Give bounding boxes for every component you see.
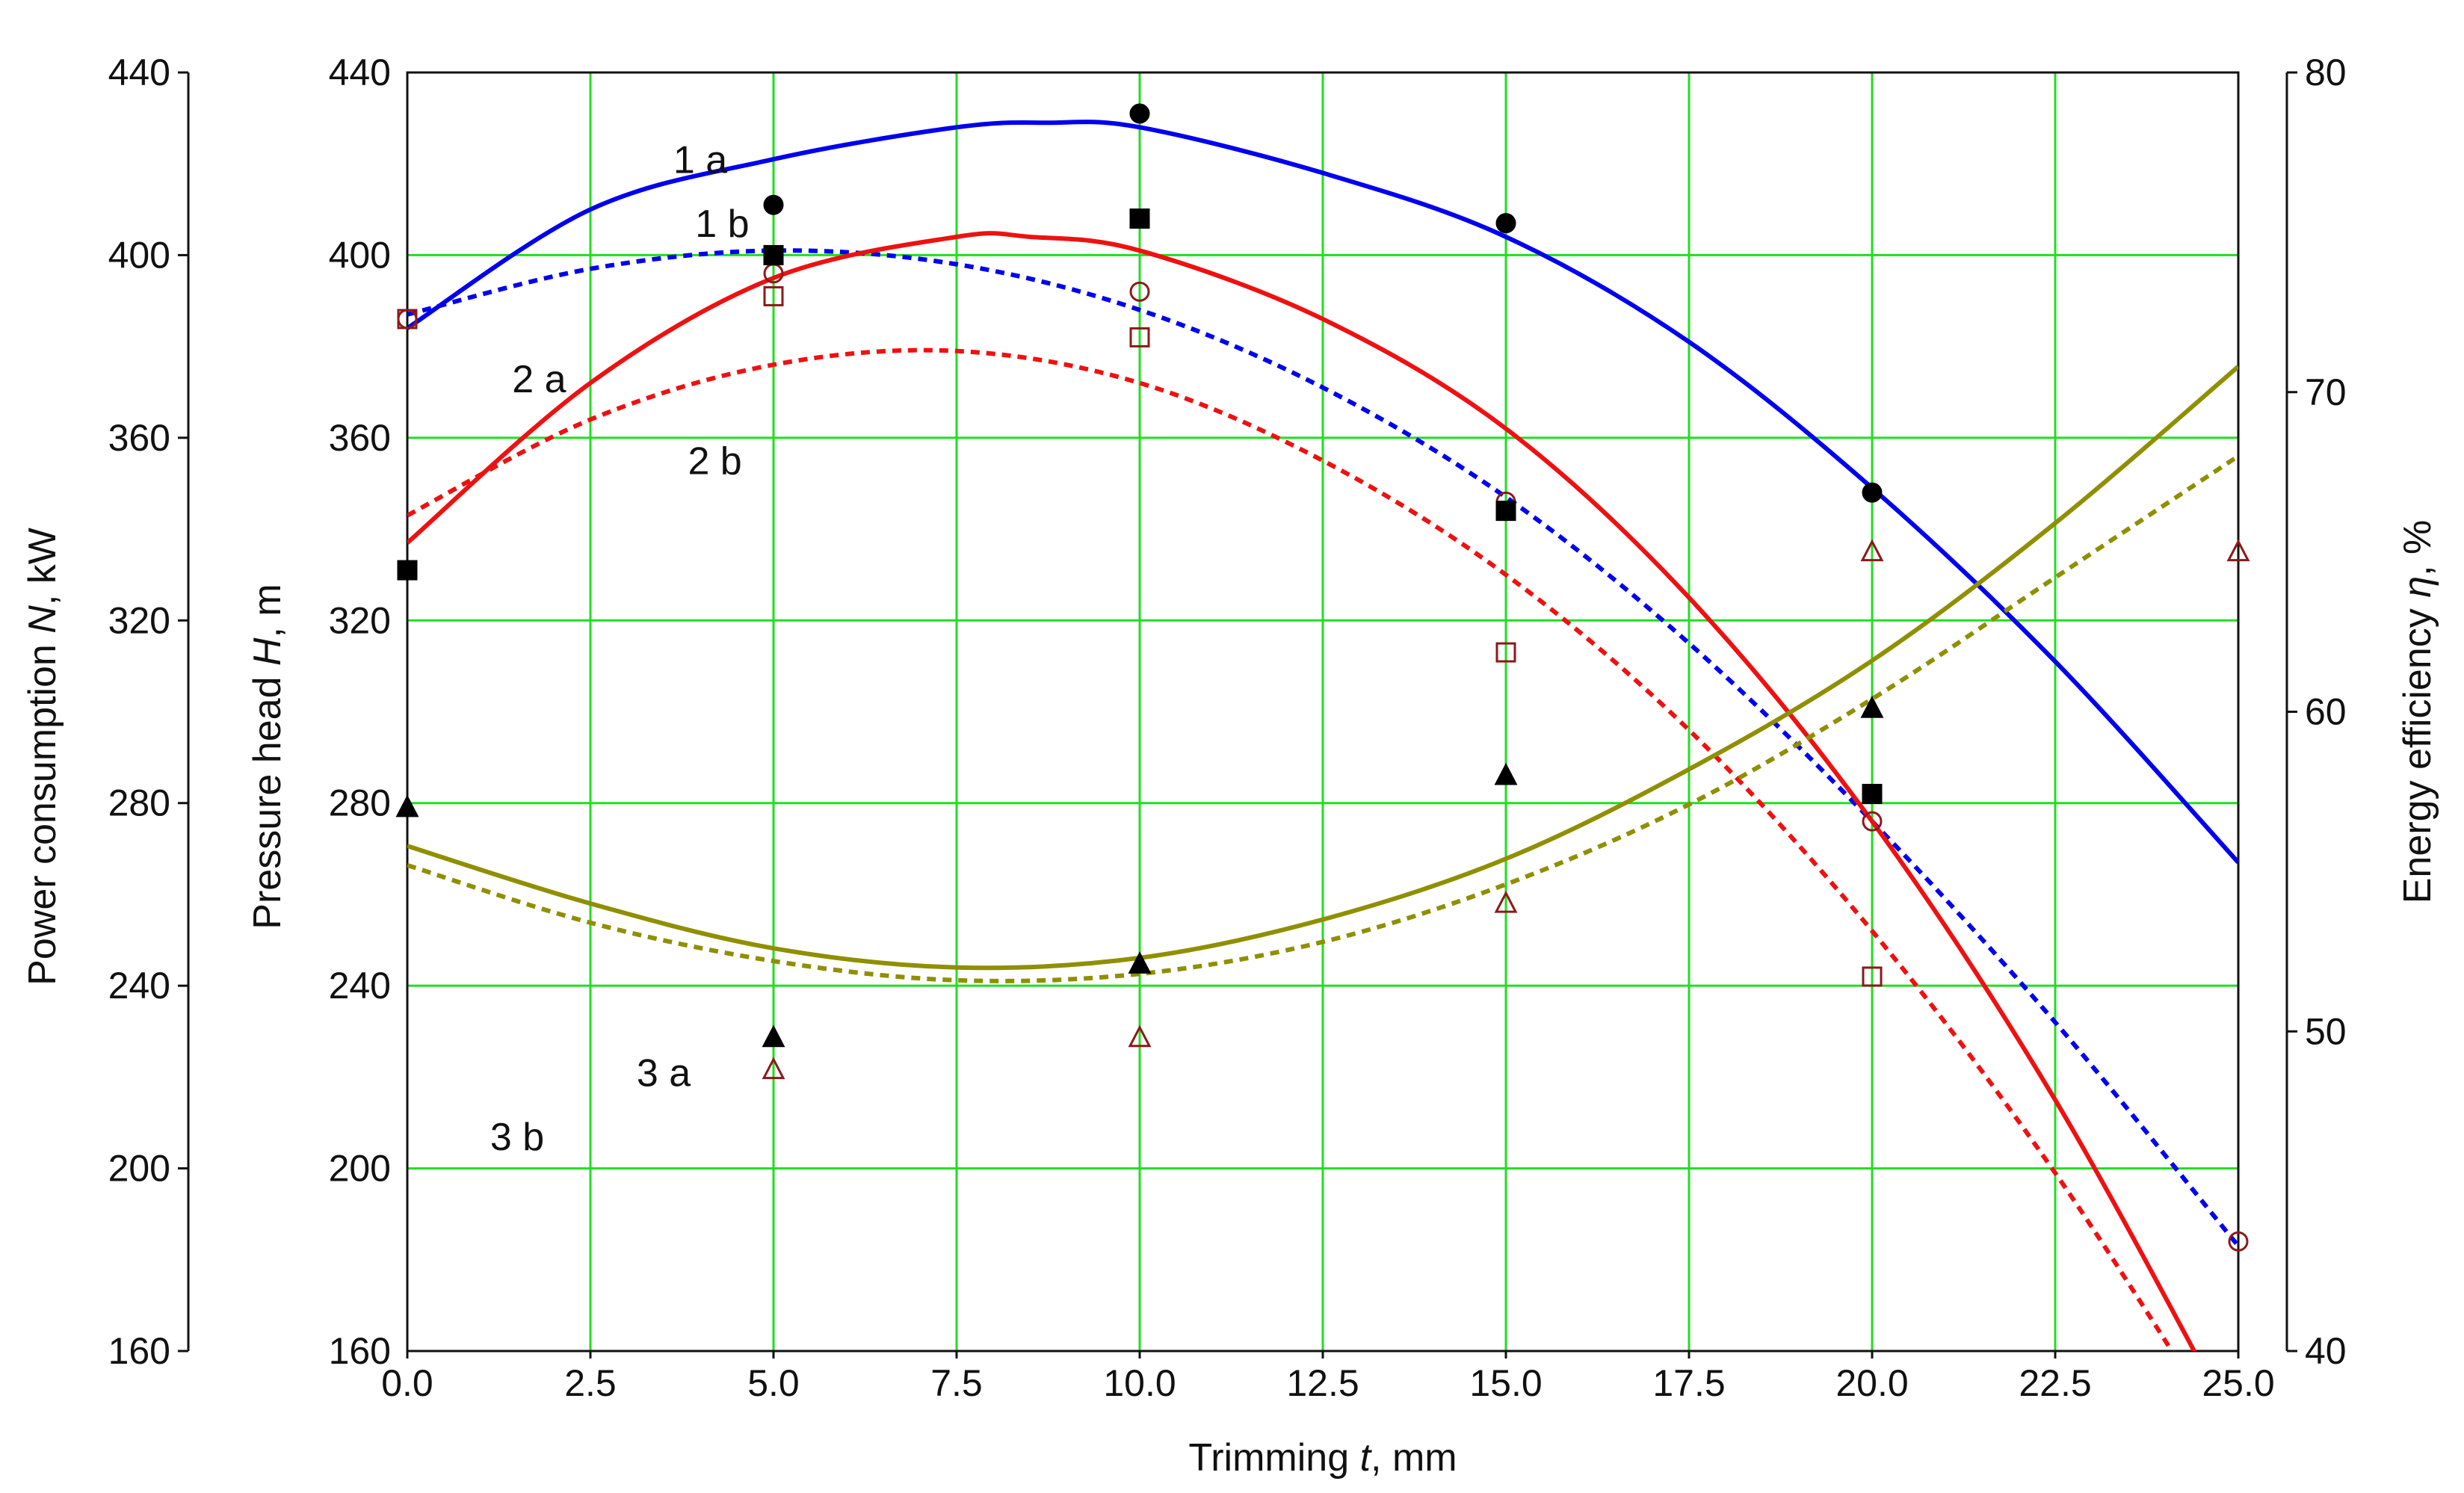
data-point [2228, 1231, 2249, 1252]
data-point [397, 309, 418, 330]
efficiency-tick-label: 70 [2305, 371, 2347, 413]
power-tick-label: 320 [108, 599, 170, 641]
head-tick-label: 280 [329, 782, 391, 824]
x-tick-label: 12.5 [1286, 1362, 1359, 1404]
data-point [1129, 103, 1150, 124]
power-tick-label: 160 [108, 1330, 170, 1372]
efficiency-tick-label: 80 [2305, 52, 2347, 93]
efficiency-tick-label: 40 [2305, 1330, 2347, 1372]
data-point [1129, 327, 1150, 347]
head-tick-label: 160 [329, 1330, 391, 1372]
power-tick-label: 440 [108, 52, 170, 93]
head-tick-label: 240 [329, 965, 391, 1007]
data-point [762, 1057, 785, 1080]
data-point [1128, 951, 1152, 974]
series-curve [407, 120, 2238, 865]
power-tick-label: 360 [108, 417, 170, 459]
power-tick-label: 400 [108, 234, 170, 276]
series-curve [407, 365, 2238, 971]
x-tick-label: 20.0 [1835, 1362, 1908, 1404]
power-tick-label: 200 [108, 1148, 170, 1190]
x-tick-label: 5.0 [747, 1362, 800, 1404]
series-curve [407, 248, 2238, 1248]
data-point [1860, 695, 1884, 718]
data-point [1128, 1024, 1152, 1048]
data-point [1862, 811, 1883, 832]
power-tick-label: 240 [108, 965, 170, 1007]
efficiency-axis-title: Energy efficiency η, % [2396, 520, 2439, 904]
data-point [1862, 482, 1883, 503]
data-point [397, 560, 418, 581]
series-labels: 1 a 1 b 2 a 2 b 3 a 3 b [490, 138, 750, 1159]
data-point [1494, 762, 1518, 785]
head-tick-label: 360 [329, 417, 391, 459]
head-tick-label: 200 [329, 1148, 391, 1190]
power-tick-label: 280 [108, 782, 170, 824]
efficiency-tick-label: 60 [2305, 691, 2347, 733]
x-tick-label: 15.0 [1469, 1362, 1542, 1404]
data-point [1495, 501, 1516, 522]
head-tick-label: 400 [329, 234, 391, 276]
data-point [1129, 281, 1150, 302]
data-point [1495, 213, 1516, 234]
series-label: 3 a [637, 1052, 691, 1095]
x-tick-label: 10.0 [1103, 1362, 1176, 1404]
data-point [762, 1024, 785, 1048]
axis-titles: Trimming t, mm Power consumption N, kW Pre… [21, 520, 2439, 1480]
x-tick-label: 25.0 [2202, 1362, 2274, 1404]
data-point [763, 194, 784, 215]
head-axis-title: Pressure head H, m [246, 584, 289, 929]
series-curves [407, 120, 2238, 1351]
data-point [1860, 539, 1884, 562]
head-tick-label: 440 [329, 52, 391, 93]
series-curve [407, 231, 2197, 1351]
data-point [1495, 642, 1516, 663]
series-curve [407, 347, 2175, 1351]
data-point [2226, 539, 2250, 562]
x-axis-title: Trimming t, mm [1188, 1436, 1457, 1480]
head-tick-label: 320 [329, 599, 391, 641]
data-point [395, 794, 419, 817]
power-axis-title: Power consumption N, kW [21, 528, 64, 986]
series-label: 1 b [695, 203, 749, 246]
x-tick-label: 22.5 [2019, 1362, 2091, 1404]
series-markers [395, 103, 2250, 1252]
series-label: 1 a [673, 138, 727, 182]
series-label: 2 b [688, 440, 741, 483]
data-point [763, 285, 784, 306]
x-tick-label: 2.5 [564, 1362, 617, 1404]
series-label: 3 b [490, 1116, 544, 1159]
data-point [1129, 208, 1150, 229]
efficiency-tick-label: 50 [2305, 1010, 2347, 1052]
x-tick-label: 0.0 [381, 1362, 433, 1404]
data-point [763, 244, 784, 265]
data-point [1862, 783, 1883, 804]
axes: 0.0 2.5 5.0 7.5 10.0 12.5 15.0 17.5 20.0 22.5 25.0… [108, 52, 2347, 1404]
x-tick-label: 17.5 [1652, 1362, 1725, 1404]
data-point [1862, 966, 1883, 987]
series-label: 2 a [512, 358, 566, 401]
data-point [1494, 890, 1518, 913]
x-tick-label: 7.5 [930, 1362, 983, 1404]
